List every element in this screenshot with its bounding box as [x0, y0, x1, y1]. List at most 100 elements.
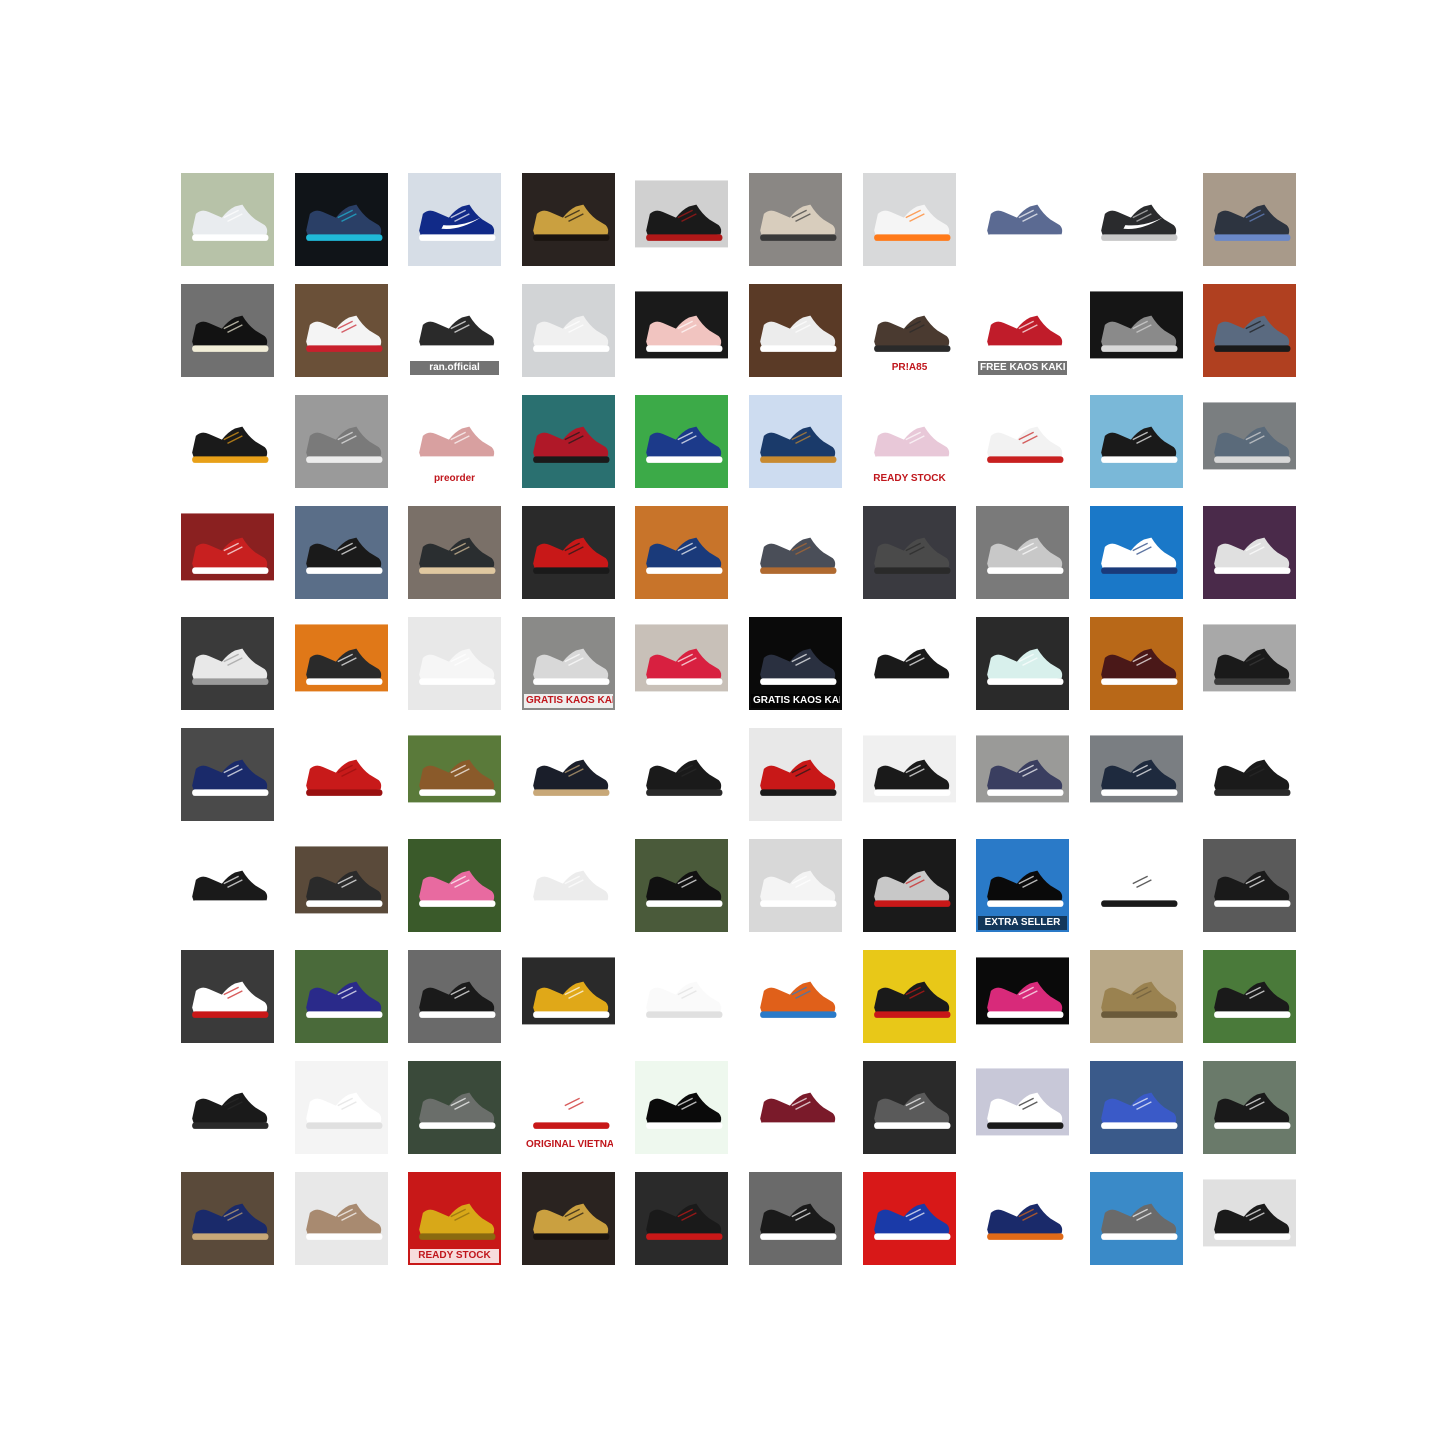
sneaker-photo [522, 1172, 615, 1265]
sneaker-photo [522, 395, 615, 488]
sneaker-thumbnail [976, 1061, 1069, 1154]
sneaker-thumbnail [408, 839, 501, 932]
sneaker-thumbnail [863, 173, 956, 266]
sneaker-photo [749, 173, 842, 266]
sneaker-photo [181, 1172, 274, 1265]
sneaker-thumbnail: READY STOCK [863, 395, 956, 488]
sneaker-photo [749, 950, 842, 1043]
sneaker-photo [408, 506, 501, 599]
sneaker-thumbnail [1203, 950, 1296, 1043]
sneaker-thumbnail [1090, 1172, 1183, 1265]
sneaker-photo [749, 1172, 842, 1265]
sneaker-thumbnail [1203, 284, 1296, 377]
sneaker-photo [635, 1061, 728, 1154]
sneaker-photo [1203, 1172, 1296, 1265]
sneaker-thumbnail [749, 506, 842, 599]
sneaker-thumbnail [635, 395, 728, 488]
sneaker-photo [863, 1172, 956, 1265]
sneaker-thumbnail: GRATIS KAOS KAKI [522, 617, 615, 710]
sneaker-thumbnail: GRATIS KAOS KAKI [749, 617, 842, 710]
sneaker-thumbnail [749, 950, 842, 1043]
sneaker-thumbnail [1090, 950, 1183, 1043]
sneaker-photo [635, 284, 728, 377]
sneaker-photo [1090, 284, 1183, 377]
sneaker-photo [749, 1061, 842, 1154]
sneaker-photo [295, 284, 388, 377]
sneaker-photo [295, 617, 388, 710]
sneaker-photo [749, 506, 842, 599]
sneaker-thumbnail [635, 506, 728, 599]
sneaker-thumbnail [635, 617, 728, 710]
sneaker-photo [749, 395, 842, 488]
sneaker-thumbnail [1203, 506, 1296, 599]
sneaker-thumbnail: ran.official [408, 284, 501, 377]
sneaker-thumbnail [181, 395, 274, 488]
sneaker-thumbnail [295, 1061, 388, 1154]
sneaker-photo [295, 950, 388, 1043]
sneaker-photo [635, 506, 728, 599]
sneaker-thumbnail [749, 839, 842, 932]
sneaker-photo [181, 395, 274, 488]
sneaker-thumbnail [749, 173, 842, 266]
thumbnail-caption: ORIGINAL VIETNAM [524, 1138, 613, 1152]
sneaker-thumbnail [863, 506, 956, 599]
sneaker-photo [863, 839, 956, 932]
sneaker-thumbnail [522, 173, 615, 266]
sneaker-photo [749, 284, 842, 377]
sneaker-thumbnail [749, 1061, 842, 1154]
sneaker-thumbnail [295, 839, 388, 932]
sneaker-photo [1203, 728, 1296, 821]
sneaker-thumbnail [635, 950, 728, 1043]
sneaker-thumbnail [295, 506, 388, 599]
thumbnail-caption: GRATIS KAOS KAKI [751, 694, 840, 708]
sneaker-photo [976, 1172, 1069, 1265]
sneaker-photo [181, 284, 274, 377]
sneaker-photo [635, 395, 728, 488]
sneaker-photo [976, 728, 1069, 821]
sneaker-photo [976, 395, 1069, 488]
sneaker-photo [863, 506, 956, 599]
sneaker-thumbnail [749, 395, 842, 488]
sneaker-thumbnail [1090, 1061, 1183, 1154]
sneaker-thumbnail [408, 506, 501, 599]
sneaker-thumbnail [295, 284, 388, 377]
sneaker-thumbnail [1203, 395, 1296, 488]
sneaker-photo [295, 839, 388, 932]
sneaker-photo [181, 173, 274, 266]
sneaker-photo [635, 728, 728, 821]
sneaker-thumbnail [522, 506, 615, 599]
sneaker-photo [295, 506, 388, 599]
sneaker-thumbnail [181, 617, 274, 710]
sneaker-photo [863, 950, 956, 1043]
sneaker-photo [522, 839, 615, 932]
sneaker-thumbnail: FREE KAOS KAKI [976, 284, 1069, 377]
sneaker-photo [863, 173, 956, 266]
sneaker-thumbnail [635, 1061, 728, 1154]
sneaker-thumbnail [976, 617, 1069, 710]
thumbnail-caption: preorder [410, 472, 499, 486]
sneaker-photo [522, 950, 615, 1043]
sneaker-thumbnail [408, 1061, 501, 1154]
sneaker-photo [295, 173, 388, 266]
sneaker-thumbnail [976, 728, 1069, 821]
sneaker-photo [295, 1061, 388, 1154]
thumbnail-caption: READY STOCK [865, 472, 954, 486]
sneaker-photo [181, 617, 274, 710]
sneaker-photo [181, 950, 274, 1043]
sneaker-photo [1090, 728, 1183, 821]
thumbnail-caption: ran.official [410, 361, 499, 375]
sneaker-photo [1090, 173, 1183, 266]
sneaker-thumbnail [181, 173, 274, 266]
sneaker-photo [408, 1061, 501, 1154]
sneaker-thumbnail: EXTRA SELLER [976, 839, 1069, 932]
sneaker-thumbnail [1090, 839, 1183, 932]
sneaker-thumbnail: READY STOCK [408, 1172, 501, 1265]
sneaker-photo [976, 173, 1069, 266]
sneaker-thumbnail [976, 950, 1069, 1043]
sneaker-thumbnail [1090, 728, 1183, 821]
sneaker-thumbnail [749, 728, 842, 821]
sneaker-thumbnail [181, 950, 274, 1043]
sneaker-thumbnail [976, 506, 1069, 599]
sneaker-thumbnail [863, 839, 956, 932]
